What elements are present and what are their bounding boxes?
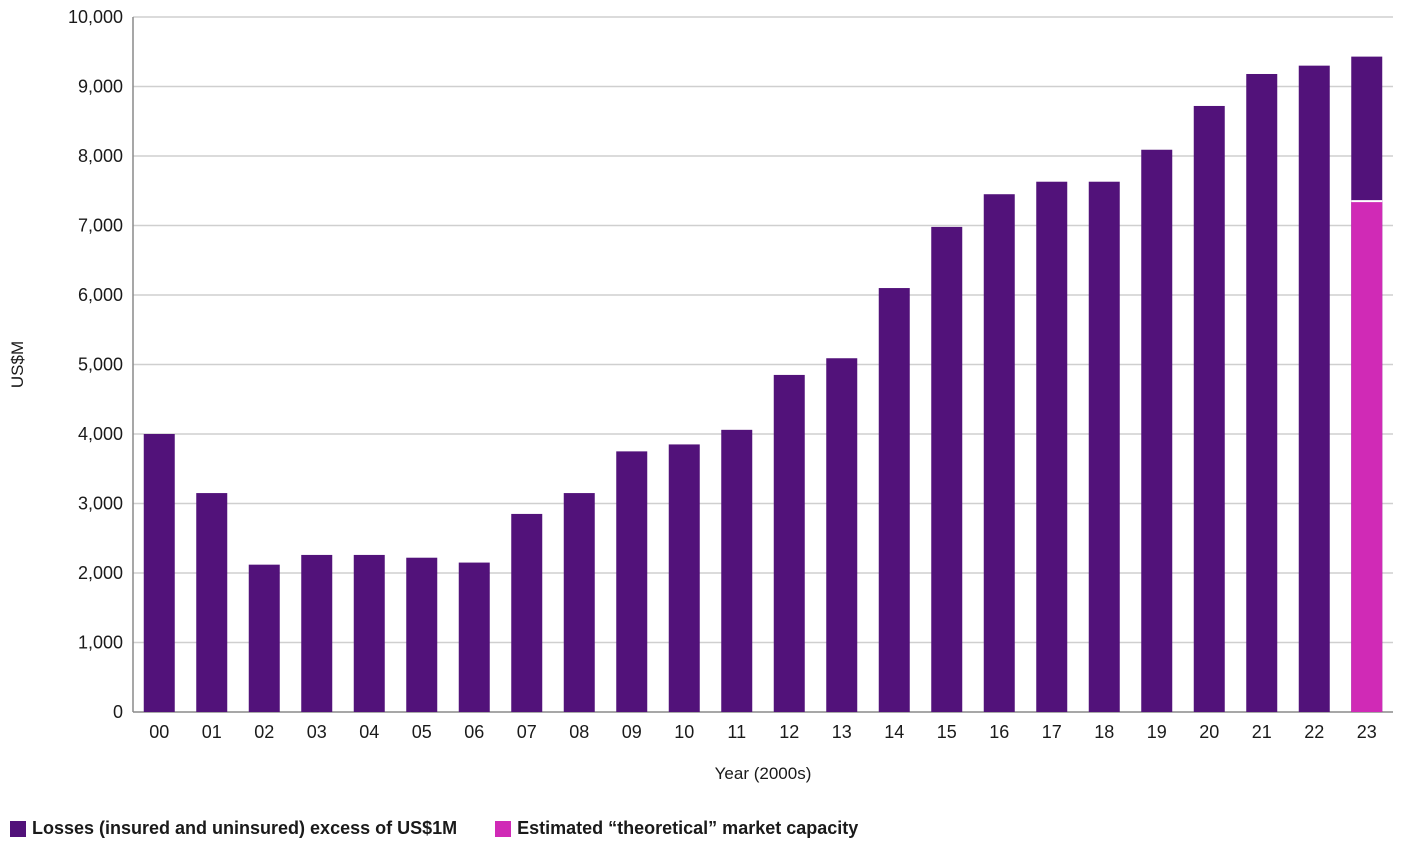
y-tick-label: 6,000	[78, 285, 123, 305]
x-tick-label: 20	[1199, 722, 1219, 742]
bar-losses	[983, 194, 1015, 713]
bar-losses	[826, 358, 858, 712]
x-tick-label: 01	[202, 722, 222, 742]
bar-losses	[511, 513, 543, 712]
legend-swatch-capacity	[495, 820, 512, 837]
x-tick-label: 14	[884, 722, 904, 742]
legend-label-capacity: Estimated “theoretical” market capacity	[517, 818, 859, 838]
x-tick-label: 09	[622, 722, 642, 742]
y-tick-label: 10,000	[68, 7, 123, 27]
bar-losses	[721, 429, 753, 712]
x-tick-label: 05	[412, 722, 432, 742]
y-tick-label: 2,000	[78, 563, 123, 583]
x-tick-label: 17	[1042, 722, 1062, 742]
x-tick-label: 23	[1357, 722, 1377, 742]
bar-losses	[773, 374, 805, 712]
bar-losses	[1088, 181, 1120, 713]
legend-label-losses: Losses (insured and uninsured) excess of…	[32, 818, 458, 838]
bar-losses	[1141, 149, 1173, 712]
x-tick-label: 06	[464, 722, 484, 742]
legend-swatch-losses	[10, 820, 26, 837]
bar-losses	[616, 451, 648, 712]
x-tick-label: 02	[254, 722, 274, 742]
y-tick-label: 9,000	[78, 77, 123, 97]
x-tick-label: 22	[1304, 722, 1324, 742]
x-tick-label: 15	[937, 722, 957, 742]
legend-item-capacity: Estimated “theoretical” market capacity	[495, 818, 858, 839]
x-tick-label: 00	[149, 722, 169, 742]
bar-losses	[458, 562, 490, 712]
bar-losses	[301, 554, 333, 712]
legend: Losses (insured and uninsured) excess of…	[10, 818, 896, 839]
bar-losses	[931, 226, 963, 712]
bar-capacity	[1351, 201, 1383, 713]
y-tick-label: 8,000	[78, 146, 123, 166]
x-tick-label: 04	[359, 722, 379, 742]
y-tick-label: 3,000	[78, 494, 123, 514]
bar-losses	[406, 557, 438, 712]
bars	[143, 56, 1383, 713]
y-tick-label: 0	[113, 702, 123, 722]
x-tick-label: 13	[832, 722, 852, 742]
x-tick-label: 03	[307, 722, 327, 742]
y-axis-title: US$M	[8, 341, 27, 388]
y-tick-label: 4,000	[78, 424, 123, 444]
bar-losses	[143, 434, 175, 712]
bar-losses	[668, 444, 700, 712]
y-tick-label: 7,000	[78, 216, 123, 236]
x-tick-label: 07	[517, 722, 537, 742]
bar-losses	[878, 288, 910, 712]
x-tick-label: 16	[989, 722, 1009, 742]
bar-losses	[563, 493, 595, 712]
x-tick-label: 21	[1252, 722, 1272, 742]
axes: 0 1,000 2,000 3,000 4,000 5,000 6,000 7,000 8,00…	[68, 7, 1377, 742]
x-axis-title: Year (2000s)	[715, 764, 812, 783]
y-tick-label: 1,000	[78, 633, 123, 653]
gridlines	[133, 16, 1393, 713]
x-tick-label: 12	[779, 722, 799, 742]
bar-losses	[248, 564, 280, 712]
x-tick-label: 08	[569, 722, 589, 742]
x-tick-label: 19	[1147, 722, 1167, 742]
x-tick-label: 18	[1094, 722, 1114, 742]
legend-item-losses: Losses (insured and uninsured) excess of…	[10, 818, 457, 839]
bar-losses	[1193, 105, 1225, 712]
bar-losses	[1246, 73, 1278, 713]
bar-losses	[196, 493, 228, 712]
x-tick-label: 11	[727, 722, 746, 742]
y-tick-label: 5,000	[78, 355, 123, 375]
x-tick-label: 10	[674, 722, 694, 742]
bar-losses	[1298, 65, 1330, 712]
bar-losses	[353, 554, 385, 712]
bar-losses	[1036, 181, 1068, 713]
